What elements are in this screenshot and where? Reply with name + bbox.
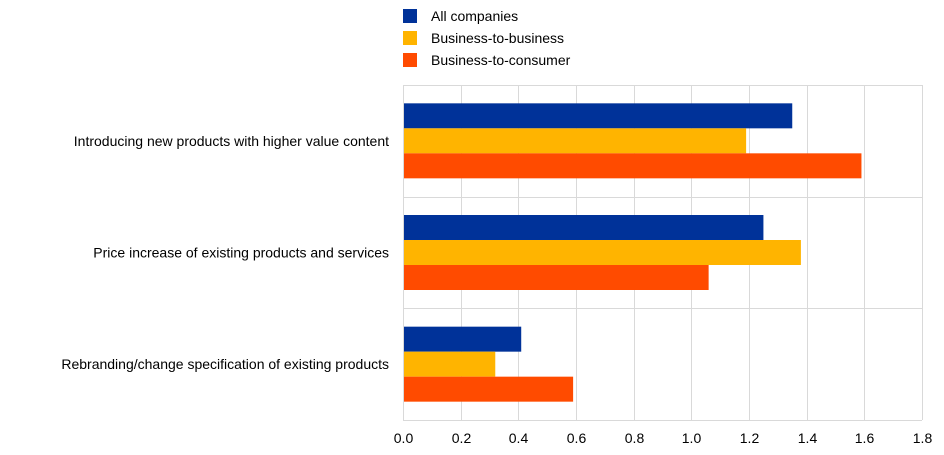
bar bbox=[403, 265, 709, 290]
legend-label: All companies bbox=[431, 8, 518, 24]
x-tick-label: 0.0 bbox=[394, 430, 414, 446]
y-category-label: Rebranding/change specification of exist… bbox=[61, 356, 389, 372]
legend: All companies Business-to-business Busines… bbox=[403, 8, 571, 68]
bar bbox=[403, 327, 521, 352]
bar bbox=[403, 128, 746, 153]
y-category-label: Introducing new products with higher val… bbox=[74, 133, 389, 149]
x-tick-label: 1.4 bbox=[798, 430, 818, 446]
legend-swatch bbox=[403, 31, 417, 45]
x-tick-label: 0.6 bbox=[567, 430, 587, 446]
x-tick-label: 1.0 bbox=[682, 430, 702, 446]
bars bbox=[403, 103, 861, 401]
bar bbox=[403, 153, 861, 178]
legend-swatch bbox=[403, 9, 417, 23]
legend-label: Business-to-consumer bbox=[431, 52, 571, 68]
bar bbox=[403, 377, 573, 402]
bar bbox=[403, 240, 801, 265]
x-tick-label: 0.4 bbox=[509, 430, 529, 446]
x-tick-label: 1.2 bbox=[740, 430, 760, 446]
x-tick-label: 1.8 bbox=[913, 430, 933, 446]
x-tick-label: 1.6 bbox=[855, 430, 875, 446]
legend-swatch bbox=[403, 53, 417, 67]
x-tick-label: 0.2 bbox=[452, 430, 472, 446]
bar bbox=[403, 352, 495, 377]
bar bbox=[403, 215, 763, 240]
legend-label: Business-to-business bbox=[431, 30, 564, 46]
y-category-label: Price increase of existing products and … bbox=[93, 245, 389, 261]
bar bbox=[403, 103, 792, 128]
x-tick-label: 0.8 bbox=[625, 430, 645, 446]
